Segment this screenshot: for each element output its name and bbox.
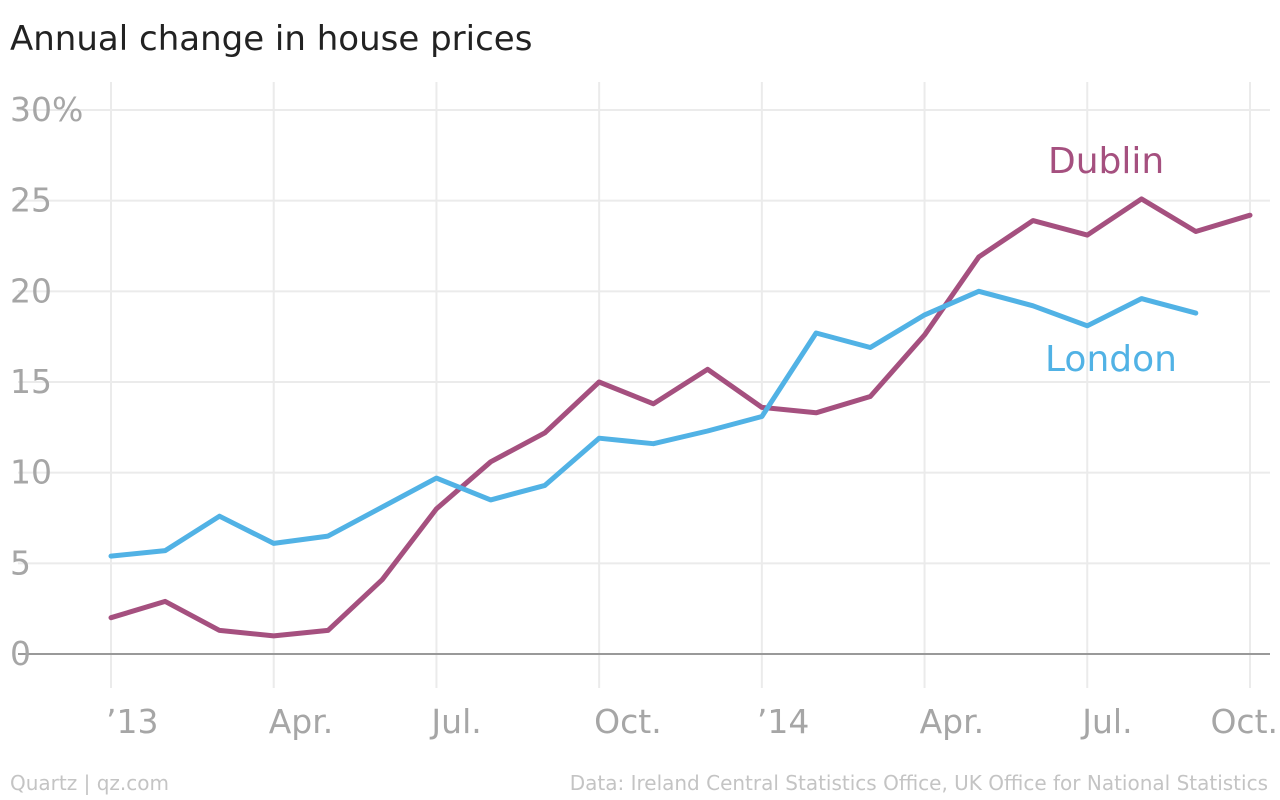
x-tick-label: ’14 [757,702,809,741]
footer-credit: Quartz | qz.com [10,771,169,795]
y-tick-label: 10 [10,453,52,492]
y-tick-label: 0 [10,634,31,673]
series-lines [108,196,1253,639]
x-tick-label: Apr. [269,702,334,741]
series-line-london [108,288,1199,559]
x-tick-label: Apr. [920,702,985,741]
x-tick-label: Oct. [594,702,662,741]
x-tick-label: Jul. [429,702,481,741]
x-axis-ticks: ’13 Apr. Jul. Oct. ’14 Apr. Jul. Oct. [106,702,1278,741]
y-tick-label: 30% [10,90,83,129]
chart-title: Annual change in house prices [10,19,532,59]
series-label-dublin: Dublin [1048,141,1164,182]
series-line-dublin [108,196,1253,639]
series-label-london: London [1045,339,1177,380]
x-tick-label: Jul. [1080,702,1132,741]
series-labels: Dublin London [1045,141,1177,380]
footer-source: Data: Ireland Central Statistics Office,… [570,771,1268,795]
grid [18,82,1270,688]
x-tick-label: Oct. [1210,702,1278,741]
y-tick-label: 25 [10,181,52,220]
x-tick-label: ’13 [106,702,158,741]
y-axis-ticks: 30% 25 20 15 10 5 0 [10,90,83,673]
y-tick-label: 15 [10,362,52,401]
y-tick-label: 5 [10,543,31,582]
y-tick-label: 20 [10,271,52,310]
